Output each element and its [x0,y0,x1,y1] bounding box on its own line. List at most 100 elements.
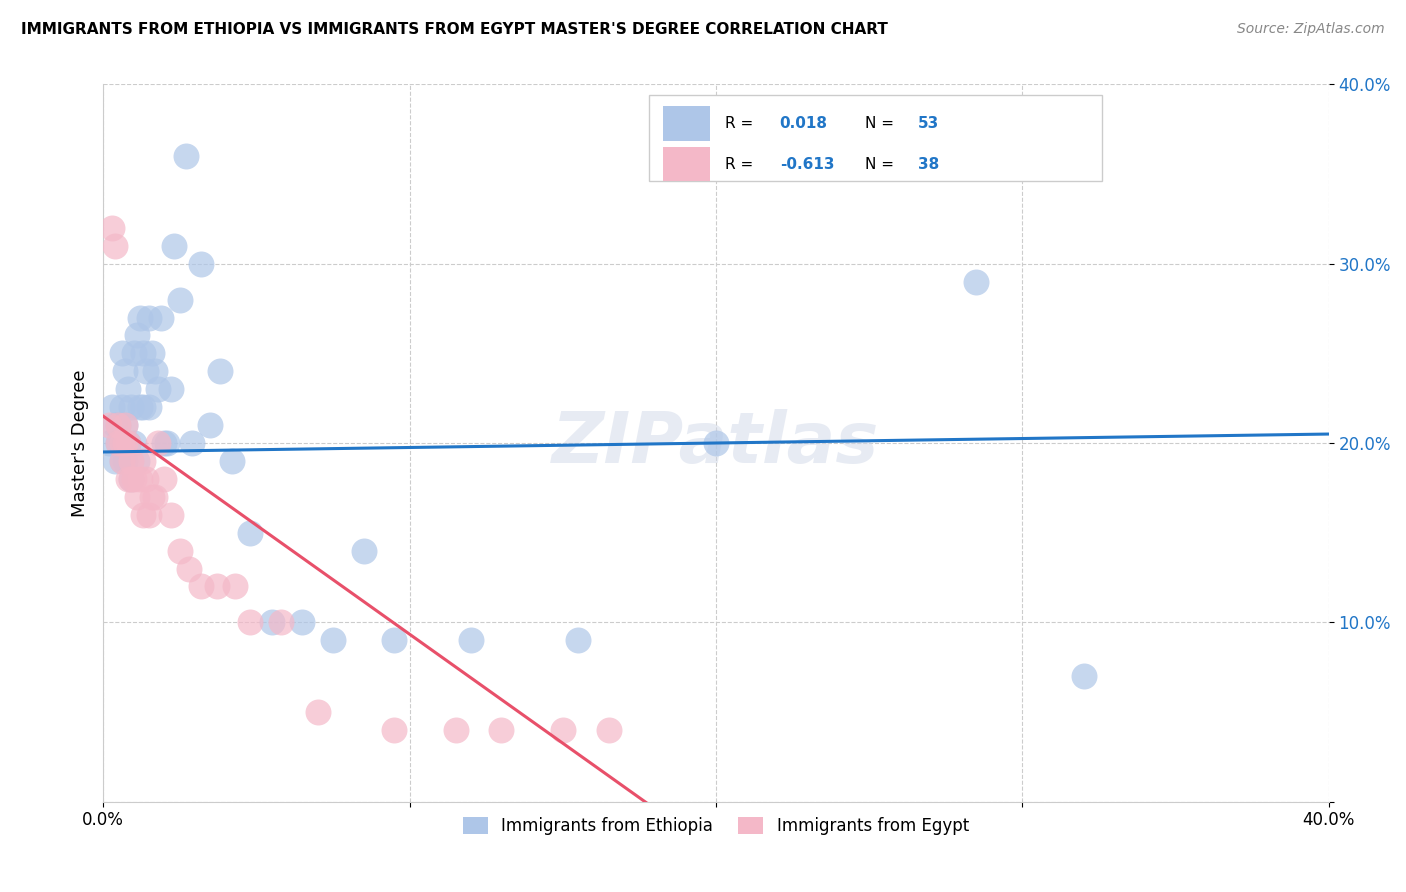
Point [135,472,157,486]
Point [122,436,145,450]
Point [104,454,127,468]
Point [117,436,139,450]
Point [159,508,181,522]
Point [143,364,166,378]
Point [132,400,155,414]
Point [148,382,170,396]
Point [107,436,129,450]
Point [122,472,145,486]
Point [114,454,136,468]
Point [114,436,136,450]
Point [270,615,292,630]
Point [148,436,170,450]
Point [138,400,160,414]
Point [162,239,184,253]
Point [169,543,191,558]
Text: Source: ZipAtlas.com: Source: ZipAtlas.com [1237,22,1385,37]
Point [159,382,181,396]
Point [110,454,132,468]
Point [239,615,262,630]
Text: N =: N = [866,156,900,171]
Point [138,310,160,325]
FancyBboxPatch shape [664,147,710,181]
Point [444,723,467,737]
Point [110,454,132,468]
Text: ZIPatlas: ZIPatlas [553,409,880,477]
Point [107,436,129,450]
Point [104,418,127,433]
Point [120,472,142,486]
Text: -0.613: -0.613 [780,156,834,171]
Point [129,472,152,486]
Point [120,472,142,486]
Point [120,400,142,414]
Point [704,436,727,450]
Point [114,418,136,433]
Text: R =: R = [724,116,758,131]
Point [125,454,148,468]
Point [307,705,329,719]
Point [101,400,124,414]
Point [169,293,191,307]
Point [177,561,200,575]
Point [117,472,139,486]
FancyBboxPatch shape [664,106,710,141]
Point [1073,669,1095,683]
Point [153,436,176,450]
Point [141,490,163,504]
Point [491,723,513,737]
Point [239,525,262,540]
Text: R =: R = [724,156,758,171]
Point [551,723,574,737]
Point [129,400,152,414]
Point [174,149,197,163]
Point [382,723,405,737]
Point [101,220,124,235]
Point [190,257,212,271]
Point [150,310,173,325]
Point [138,508,160,522]
Point [141,346,163,360]
Point [965,275,987,289]
Point [107,418,129,433]
Point [135,364,157,378]
Point [382,633,405,648]
Point [190,579,212,593]
Point [132,508,155,522]
Point [260,615,283,630]
Point [98,418,121,433]
Text: N =: N = [866,116,900,131]
Point [143,490,166,504]
Text: 38: 38 [918,156,939,171]
Point [598,723,620,737]
Point [129,310,152,325]
Point [125,328,148,343]
Text: 0.018: 0.018 [780,116,828,131]
Point [114,418,136,433]
Point [110,346,132,360]
Point [125,490,148,504]
Point [353,543,375,558]
Text: 53: 53 [918,116,939,131]
Legend: Immigrants from Ethiopia, Immigrants from Egypt: Immigrants from Ethiopia, Immigrants fro… [454,809,977,844]
Point [107,418,129,433]
Point [181,436,204,450]
Point [205,579,228,593]
Point [156,436,179,450]
Point [200,418,222,433]
Point [122,346,145,360]
Point [153,472,176,486]
Point [117,436,139,450]
Y-axis label: Master's Degree: Master's Degree [72,369,89,516]
FancyBboxPatch shape [648,95,1102,181]
Point [132,454,155,468]
Point [117,382,139,396]
Point [221,454,243,468]
Point [110,436,132,450]
Point [110,400,132,414]
Point [120,454,142,468]
Point [104,239,127,253]
Point [322,633,344,648]
Point [224,579,246,593]
Point [132,346,155,360]
